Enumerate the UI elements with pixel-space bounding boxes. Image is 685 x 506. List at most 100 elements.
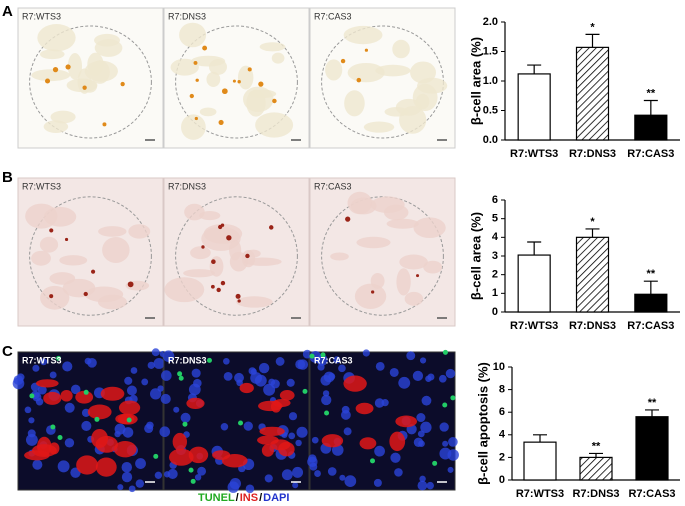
tissue: [325, 59, 343, 81]
y-tick-label: 1: [492, 287, 498, 299]
nucleus: [421, 395, 432, 406]
tissue: [43, 206, 77, 227]
nucleus: [220, 423, 229, 431]
tissue: [392, 39, 410, 59]
nucleus: [292, 466, 304, 478]
nucleus: [268, 378, 276, 386]
islet: [91, 269, 96, 274]
nucleus: [114, 430, 121, 438]
tunel: [177, 371, 183, 377]
image-label: R7:CAS3: [314, 355, 353, 365]
tunel: [188, 467, 194, 473]
tunel: [302, 388, 308, 394]
x-tick-label: R7:DNS3: [572, 488, 619, 500]
ins-cell: [278, 441, 295, 457]
nucleus: [135, 458, 146, 469]
tissue: [356, 236, 391, 249]
tissue: [206, 71, 221, 87]
nucleus: [375, 361, 385, 371]
tissue: [229, 240, 242, 261]
error-bar: [527, 64, 542, 74]
nucleus: [167, 468, 178, 480]
tissue: [181, 114, 206, 140]
x-tick-label: R7:CAS3: [627, 320, 674, 332]
ins-cell: [395, 415, 418, 428]
nucleus: [264, 474, 273, 483]
ins-cell: [259, 426, 285, 436]
nucleus: [154, 471, 163, 479]
y-tick-label: 6: [492, 194, 498, 206]
legend-text: /: [236, 492, 239, 504]
islet: [189, 93, 194, 99]
nucleus: [338, 364, 346, 373]
tissue: [255, 112, 294, 138]
nucleus: [438, 374, 447, 383]
islet: [235, 293, 241, 299]
nucleus: [62, 361, 73, 372]
tissue: [244, 257, 282, 266]
nucleus: [160, 370, 172, 381]
nucleus: [194, 474, 202, 481]
tissue: [40, 285, 70, 310]
tunel: [432, 460, 438, 466]
ins-cell: [43, 391, 62, 405]
tissue-outline: [175, 25, 298, 139]
nucleus: [197, 466, 207, 476]
islet: [371, 290, 375, 294]
nucleus: [327, 467, 337, 476]
tissue: [191, 55, 226, 67]
islet: [211, 259, 216, 265]
nucleus: [321, 394, 332, 406]
tissue-outline: [29, 25, 152, 139]
islet: [52, 66, 59, 73]
islet: [258, 81, 264, 87]
islet: [232, 79, 236, 83]
bar: [634, 114, 668, 141]
significance: *: [590, 21, 595, 33]
bar: [635, 416, 669, 481]
legend-text: TUNEL: [198, 492, 235, 504]
tunel: [442, 349, 448, 355]
y-axis-label: β-cell area (%): [468, 37, 483, 125]
ins-cell: [75, 390, 94, 404]
tissue: [128, 224, 151, 239]
nucleus: [389, 367, 399, 377]
islet: [345, 216, 351, 222]
panel-label: C: [2, 343, 13, 360]
significance: **: [647, 87, 656, 99]
image-label: R7:CAS3: [314, 181, 352, 191]
nucleus: [417, 480, 428, 491]
islet: [247, 67, 252, 72]
islet: [201, 245, 205, 249]
nucleus: [121, 462, 133, 473]
image-label: R7:DNS3: [168, 11, 206, 21]
ins-cell: [355, 402, 374, 415]
y-tick-label: 6: [499, 406, 505, 418]
x-tick-label: R7:WTS3: [516, 488, 564, 500]
tunel: [50, 424, 56, 430]
nucleus: [49, 371, 57, 379]
nucleus: [339, 474, 346, 481]
y-tick-label: 0: [492, 306, 498, 318]
tunel: [94, 416, 100, 422]
ins-cell: [35, 379, 59, 388]
nucleus: [394, 468, 403, 477]
nucleus: [398, 376, 411, 389]
nucleus: [70, 384, 81, 395]
bar: [579, 456, 613, 481]
tissue: [31, 250, 51, 266]
panel-label: B: [2, 169, 13, 186]
islet: [194, 116, 198, 121]
significance: *: [590, 216, 595, 228]
y-tick-label: 0.5: [483, 104, 498, 116]
image-label: R7:CAS3: [314, 11, 352, 21]
nucleus: [311, 436, 319, 444]
tunel: [126, 417, 132, 423]
islet: [210, 284, 215, 289]
tissue: [84, 60, 118, 82]
tunel: [190, 478, 196, 484]
nucleus: [144, 423, 154, 434]
ins-cell: [172, 432, 187, 451]
tunel: [182, 421, 188, 427]
